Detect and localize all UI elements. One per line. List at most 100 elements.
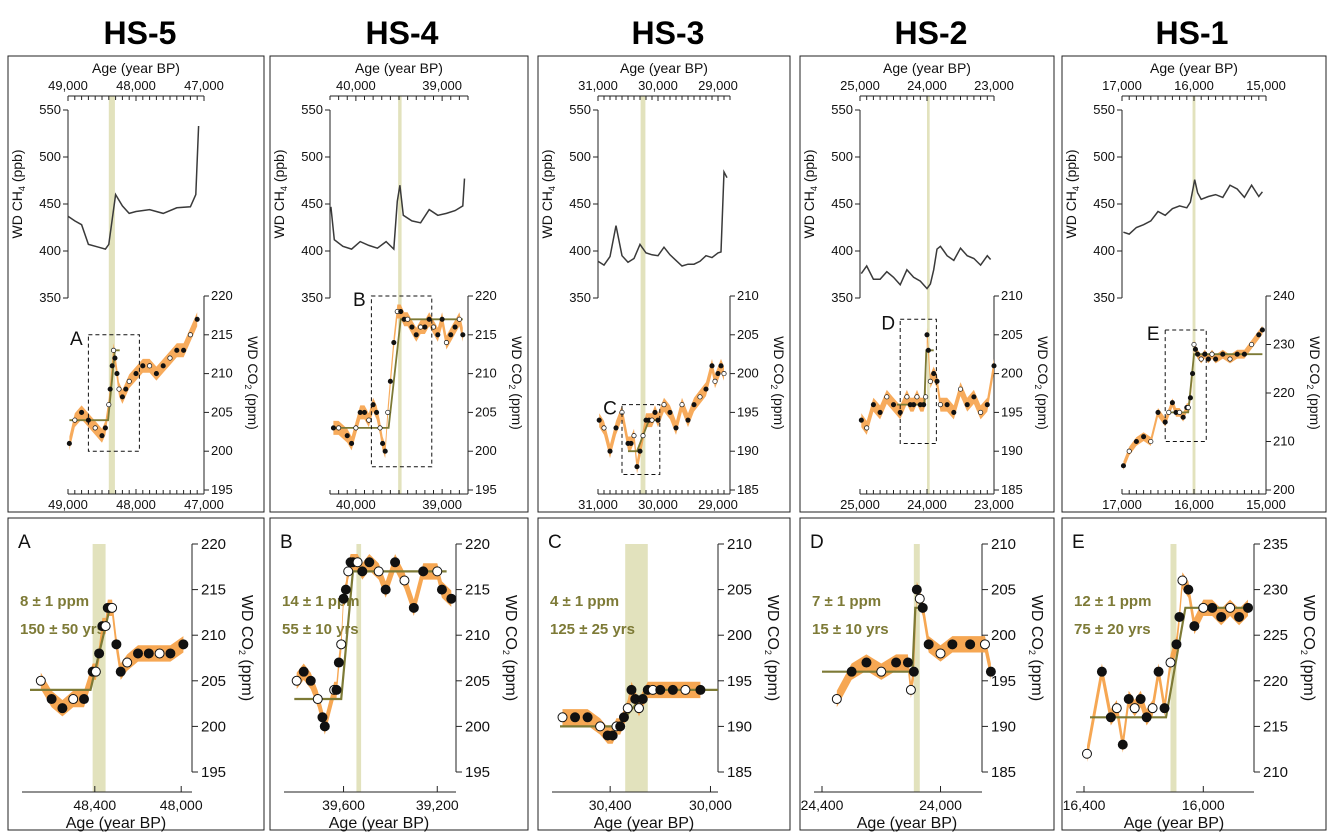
amplitude-annotation: 7 ± 1 ppm (812, 593, 881, 610)
co2-data-point (418, 324, 424, 330)
ch4-tick-label: 550 (831, 102, 853, 117)
co2-data-point (1205, 356, 1211, 362)
detail-co2-data-point (876, 666, 887, 677)
top-panel-frame (269, 55, 529, 513)
detail-co2-axis-label: WD CO2 (ppm) (1027, 595, 1045, 701)
top-age-tick-label: 40,000 (336, 78, 376, 93)
ch4-tick-label: 450 (1093, 196, 1115, 211)
top-age-tick-label: 23,000 (974, 78, 1014, 93)
co2-data-point (1141, 434, 1147, 440)
co2-data-point (123, 386, 129, 392)
panel-title: HS-3 (632, 15, 705, 51)
co2-data-point (1187, 395, 1193, 401)
co2-data-point (884, 394, 890, 400)
co2-tick-label: 200 (1273, 482, 1295, 497)
co2-data-point (634, 464, 640, 470)
detail-co2-data-point (305, 675, 316, 686)
detail-co2-data-point (432, 566, 443, 577)
detail-co2-data-point (557, 712, 568, 723)
top-age-tick-label: 31,000 (578, 78, 618, 93)
co2-data-point (904, 394, 910, 400)
detail-co2-data-point (1123, 694, 1134, 705)
detail-co2-data-point (905, 684, 916, 695)
axis-label-main: WD CH (271, 191, 287, 238)
co2-tick-label: 190 (737, 443, 759, 458)
axis-label-unit: (ppm) (245, 389, 261, 429)
co2-data-point (1180, 414, 1186, 420)
ch4-axis-label: WD CH4 (ppb) (1063, 149, 1081, 238)
co2-data-point (718, 363, 724, 369)
axis-label-subscript: 4 (1071, 186, 1081, 191)
ch4-tick-label: 400 (569, 243, 591, 258)
detail-co2-data-point (165, 648, 176, 659)
ch4-axis-label: WD CH4 (ppb) (801, 149, 819, 238)
co2-data-point (409, 324, 415, 330)
ch4-tick-label: 500 (831, 149, 853, 164)
ch4-tick-label: 400 (831, 243, 853, 258)
detail-panel-letter: C (548, 532, 562, 553)
detail-co2-data-point (911, 584, 922, 595)
detail-co2-data-point (607, 730, 618, 741)
detail-co2-data-point (331, 684, 342, 695)
detail-co2-data-point (319, 721, 330, 732)
detail-co2-tick-label: 200 (991, 627, 1016, 644)
detail-co2-tick-label: 195 (727, 673, 752, 690)
top-age-tick-label: 39,000 (422, 78, 462, 93)
zoom-box (1164, 329, 1207, 443)
detail-co2-tick-label: 200 (727, 627, 752, 644)
detail-co2-data-point (582, 712, 593, 723)
co2-data-point (66, 440, 72, 446)
co2-data-point (1195, 351, 1201, 357)
top-age-tick-label: 49,000 (48, 78, 88, 93)
detail-panel-frame (537, 517, 791, 831)
co2-data-point (1133, 438, 1139, 445)
detail-co2-data-point (1081, 748, 1092, 759)
panel-hs-2: HS-2 25,000 25,000 24,000 24,000 23,000 23,000… (799, 15, 1055, 832)
co2-data-point (435, 332, 441, 338)
detail-co2-data-point (985, 666, 996, 677)
detail-age-axis-label: Age (year BP) (857, 815, 957, 832)
detail-co2-data-point (695, 684, 706, 695)
co2-data-point (1155, 409, 1161, 415)
top-panel-frame (537, 55, 791, 513)
detail-co2-data-point (1198, 602, 1209, 613)
ch4-series-line (597, 169, 728, 267)
detail-co2-data-point (618, 712, 629, 723)
axis-label-subscript: 4 (17, 186, 27, 191)
co2-data-point (1192, 346, 1198, 352)
axis-label-unit: (ppm) (238, 655, 255, 701)
co2-data-point (951, 409, 957, 415)
co2-data-point (1213, 356, 1219, 362)
detail-co2-data-point (336, 639, 347, 650)
event-band (640, 96, 646, 494)
axis-label-main: WD CH (9, 191, 25, 238)
axis-label-main: WD CO (238, 595, 255, 650)
ch4-tick-label: 400 (1093, 243, 1115, 258)
detail-co2-tick-label: 185 (727, 764, 752, 781)
amplitude-annotation: 14 ± 1 ppm (282, 593, 359, 610)
detail-co2-data-point (655, 684, 666, 695)
co2-data-point (1227, 356, 1233, 362)
axis-label-unit: (ppm) (1300, 655, 1317, 701)
co2-data-point (92, 425, 98, 431)
co2-tick-label: 185 (737, 482, 759, 497)
bottom-age-tick-label: 49,000 (48, 497, 88, 512)
co2-data-point (655, 417, 661, 423)
detail-co2-data-point (390, 557, 401, 568)
co2-data-point (439, 316, 445, 322)
axis-label-main: WD CO (245, 336, 261, 384)
zoom-box-letter: E (1147, 324, 1160, 345)
detail-co2-data-point (917, 602, 928, 613)
co2-data-point (422, 324, 428, 330)
event-band (927, 96, 930, 494)
detail-co2-data-point (1135, 694, 1146, 705)
ch4-series-line (67, 125, 200, 250)
ch4-tick-label: 350 (831, 290, 853, 305)
detail-co2-tick-label: 225 (1263, 627, 1288, 644)
detail-co2-tick-label: 215 (1263, 718, 1288, 735)
co2-data-point (448, 332, 454, 338)
panel-hs-5: HS-5 49,000 49,000 48,000 48,000 47,000 47,000… (7, 15, 265, 832)
panel-title: HS-1 (1156, 15, 1229, 51)
co2-tick-label: 195 (737, 404, 759, 419)
top-panel-frame (799, 55, 1055, 513)
